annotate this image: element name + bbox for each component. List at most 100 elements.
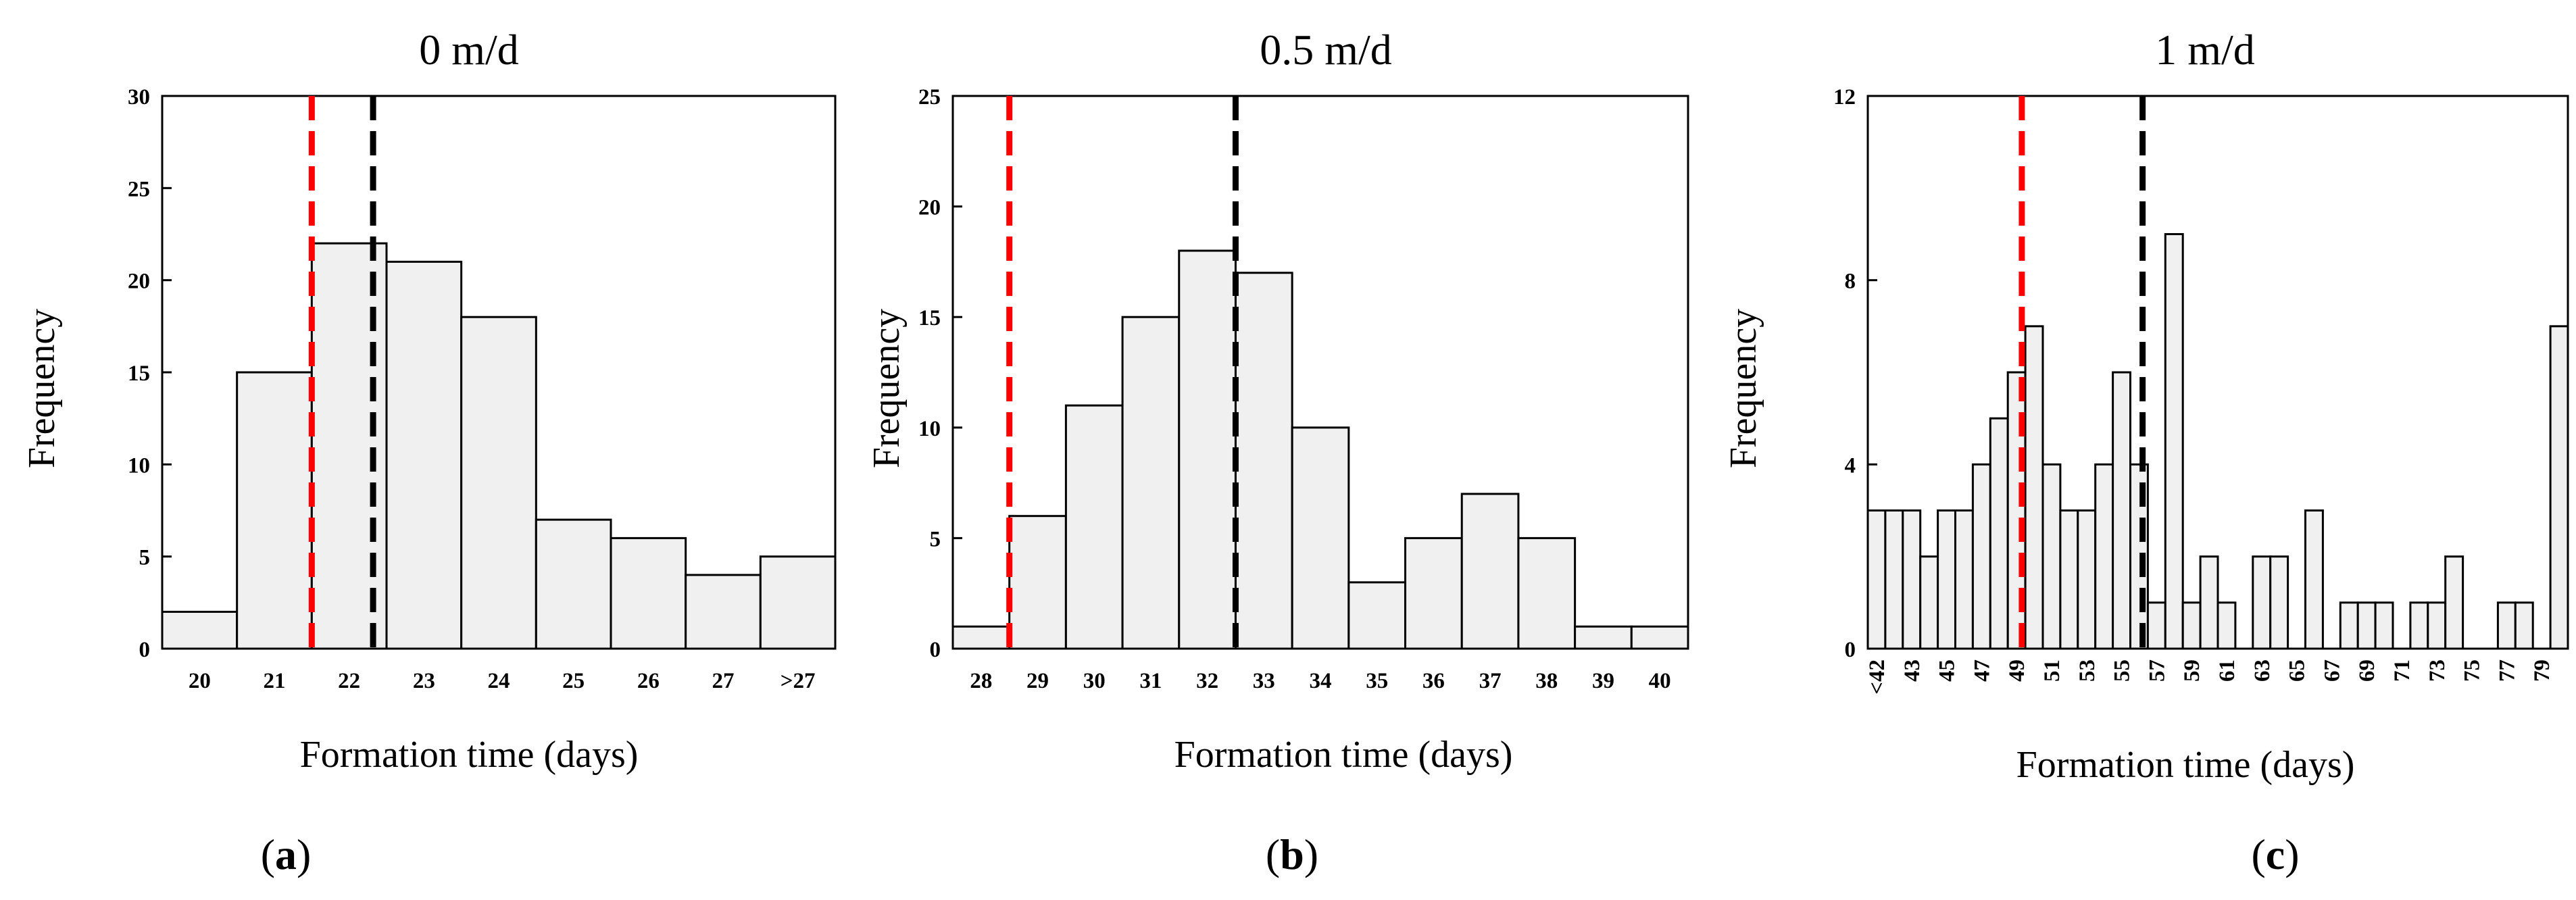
xtick-label-c-26: 67 bbox=[2320, 659, 2344, 682]
bar-b-6 bbox=[1291, 426, 1350, 650]
xtick-label-b-5: 33 bbox=[1253, 669, 1275, 693]
xtick-label-b-6: 34 bbox=[1310, 669, 1332, 693]
ytick-label-a-4: 20 bbox=[128, 270, 150, 294]
bar-c-23 bbox=[2269, 555, 2289, 650]
bar-c-16 bbox=[2146, 601, 2166, 650]
xtick-label-a-0: 20 bbox=[189, 669, 211, 693]
ytick-label-b-1: 5 bbox=[930, 527, 941, 551]
xtick-label-a-3: 23 bbox=[413, 669, 435, 693]
bar-c-1 bbox=[1884, 509, 1904, 650]
bar-c-13 bbox=[2094, 463, 2114, 650]
bar-b-8 bbox=[1404, 536, 1463, 650]
xtick-label-b-7: 35 bbox=[1366, 669, 1388, 693]
panel-label-c: (c) bbox=[2251, 830, 2299, 878]
bar-a-5 bbox=[535, 518, 612, 650]
bar-c-28 bbox=[2356, 601, 2377, 650]
plot-frame-c bbox=[1866, 95, 2569, 650]
bar-c-36 bbox=[2496, 601, 2517, 650]
xtick-label-c-22: 63 bbox=[2250, 659, 2275, 682]
bar-c-31 bbox=[2409, 601, 2429, 650]
xlabel-c: Formation time (days) bbox=[2016, 744, 2355, 786]
xtick-label-a-5: 25 bbox=[562, 669, 585, 693]
bar-c-17 bbox=[2164, 233, 2184, 650]
xtick-label-c-18: 59 bbox=[2180, 659, 2204, 682]
xlabel-a: Formation time (days) bbox=[300, 734, 639, 776]
bar-a-8 bbox=[759, 555, 837, 650]
xtick-label-c-10: 51 bbox=[2040, 659, 2064, 682]
bar-c-32 bbox=[2427, 601, 2447, 650]
bar-a-1 bbox=[236, 371, 313, 650]
bar-c-10 bbox=[2041, 463, 2062, 650]
xtick-label-b-1: 29 bbox=[1026, 669, 1049, 693]
bar-c-6 bbox=[1971, 463, 1991, 650]
bar-b-9 bbox=[1460, 493, 1520, 650]
bar-c-39 bbox=[2549, 325, 2569, 650]
panel-c: 1 m/d Frequency Formation time (days) (c… bbox=[1723, 26, 2569, 878]
bar-c-3 bbox=[1919, 555, 1939, 650]
bar-b-10 bbox=[1517, 536, 1577, 650]
xtick-label-b-0: 28 bbox=[970, 669, 992, 693]
bar-a-6 bbox=[610, 536, 687, 650]
bar-b-1 bbox=[1008, 515, 1067, 650]
bar-c-37 bbox=[2514, 601, 2534, 650]
plot-frame-b bbox=[951, 95, 1689, 650]
panel-label-a: (a) bbox=[261, 830, 312, 878]
xtick-label-c-14: 55 bbox=[2110, 659, 2135, 682]
chart-title-b: 0.5 m/d bbox=[1260, 26, 1392, 74]
bar-c-9 bbox=[2024, 325, 2044, 650]
xtick-label-b-8: 36 bbox=[1422, 669, 1445, 693]
chart-title-a: 0 m/d bbox=[419, 26, 519, 74]
ylabel-b: Frequency bbox=[866, 309, 908, 468]
bar-b-3 bbox=[1121, 316, 1181, 650]
ytick-label-a-5: 25 bbox=[128, 177, 150, 201]
panel-b: 0.5 m/d Frequency Formation time (days) … bbox=[866, 26, 1689, 878]
bar-c-18 bbox=[2181, 601, 2202, 650]
ytick-label-c-3: 12 bbox=[1833, 85, 1856, 109]
xtick-label-c-4: 45 bbox=[1935, 659, 1960, 682]
xtick-label-c-8: 49 bbox=[2005, 659, 2029, 682]
bar-c-20 bbox=[2216, 601, 2237, 650]
xtick-label-c-20: 61 bbox=[2215, 659, 2239, 682]
bar-a-3 bbox=[385, 260, 463, 650]
xtick-label-b-10: 38 bbox=[1535, 669, 1558, 693]
panel-label-b: (b) bbox=[1266, 830, 1318, 878]
ytick-label-a-1: 5 bbox=[139, 546, 151, 570]
bar-b-5 bbox=[1234, 272, 1293, 650]
bar-c-7 bbox=[1989, 417, 2009, 650]
bar-c-33 bbox=[2444, 555, 2464, 650]
xtick-label-b-3: 31 bbox=[1139, 669, 1162, 693]
ytick-label-a-0: 0 bbox=[139, 638, 151, 662]
ytick-label-a-2: 10 bbox=[128, 453, 150, 478]
xtick-label-b-4: 32 bbox=[1196, 669, 1218, 693]
bar-b-4 bbox=[1178, 249, 1237, 650]
bar-a-4 bbox=[460, 316, 537, 650]
xtick-label-c-24: 65 bbox=[2285, 659, 2310, 682]
bar-a-0 bbox=[161, 610, 239, 650]
ytick-label-b-0: 0 bbox=[930, 638, 941, 662]
bar-c-12 bbox=[2077, 509, 2097, 650]
xtick-label-a-6: 26 bbox=[637, 669, 660, 693]
bar-b-11 bbox=[1574, 625, 1633, 650]
ytick-label-c-0: 0 bbox=[1845, 638, 1856, 662]
ytick-label-b-3: 15 bbox=[918, 306, 941, 330]
xtick-label-a-8: >27 bbox=[781, 669, 816, 693]
ylabel-c: Frequency bbox=[1723, 309, 1764, 468]
bar-c-29 bbox=[2374, 601, 2394, 650]
bar-c-5 bbox=[1954, 509, 1974, 650]
xtick-label-c-12: 53 bbox=[2075, 659, 2100, 682]
xtick-label-c-28: 69 bbox=[2355, 659, 2379, 682]
bar-c-0 bbox=[1866, 509, 1887, 650]
bar-c-4 bbox=[1937, 509, 1957, 650]
bar-b-0 bbox=[951, 625, 1011, 650]
xtick-label-b-11: 39 bbox=[1592, 669, 1614, 693]
bar-c-27 bbox=[2339, 601, 2359, 650]
bar-c-11 bbox=[2059, 509, 2079, 650]
ytick-label-b-5: 25 bbox=[918, 85, 941, 109]
bar-b-12 bbox=[1630, 625, 1689, 650]
panel-a: 0 m/d Frequency Formation time (days) (a… bbox=[21, 26, 837, 878]
bar-c-25 bbox=[2304, 509, 2324, 650]
bar-a-7 bbox=[685, 574, 762, 650]
xtick-label-b-2: 30 bbox=[1083, 669, 1106, 693]
xtick-label-c-6: 47 bbox=[1970, 659, 1994, 682]
xlabel-b: Formation time (days) bbox=[1174, 734, 1513, 776]
